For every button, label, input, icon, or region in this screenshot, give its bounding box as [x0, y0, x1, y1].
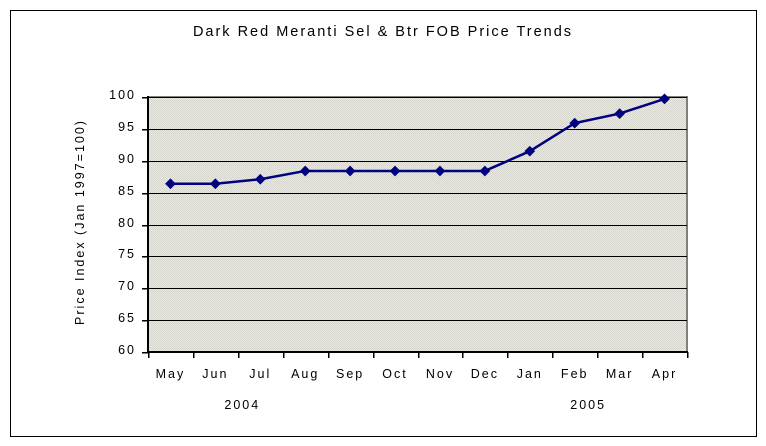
data-point-marker-dec — [479, 165, 491, 177]
data-point-marker-jul — [254, 173, 266, 185]
data-point-marker-oct — [389, 165, 401, 177]
data-point-marker-jun — [210, 178, 221, 190]
plot-area — [147, 96, 688, 353]
data-point-marker-sep — [344, 165, 356, 177]
data-point-marker-jan — [524, 145, 536, 157]
figure-border — [10, 10, 757, 437]
data-point-marker-may — [165, 178, 176, 190]
chart-title: Dark Red Meranti Sel & Btr FOB Price Tre… — [192, 24, 574, 40]
data-point-marker-aug — [299, 165, 311, 177]
price-series-line — [170, 97, 665, 185]
data-point-marker-nov — [434, 165, 446, 177]
